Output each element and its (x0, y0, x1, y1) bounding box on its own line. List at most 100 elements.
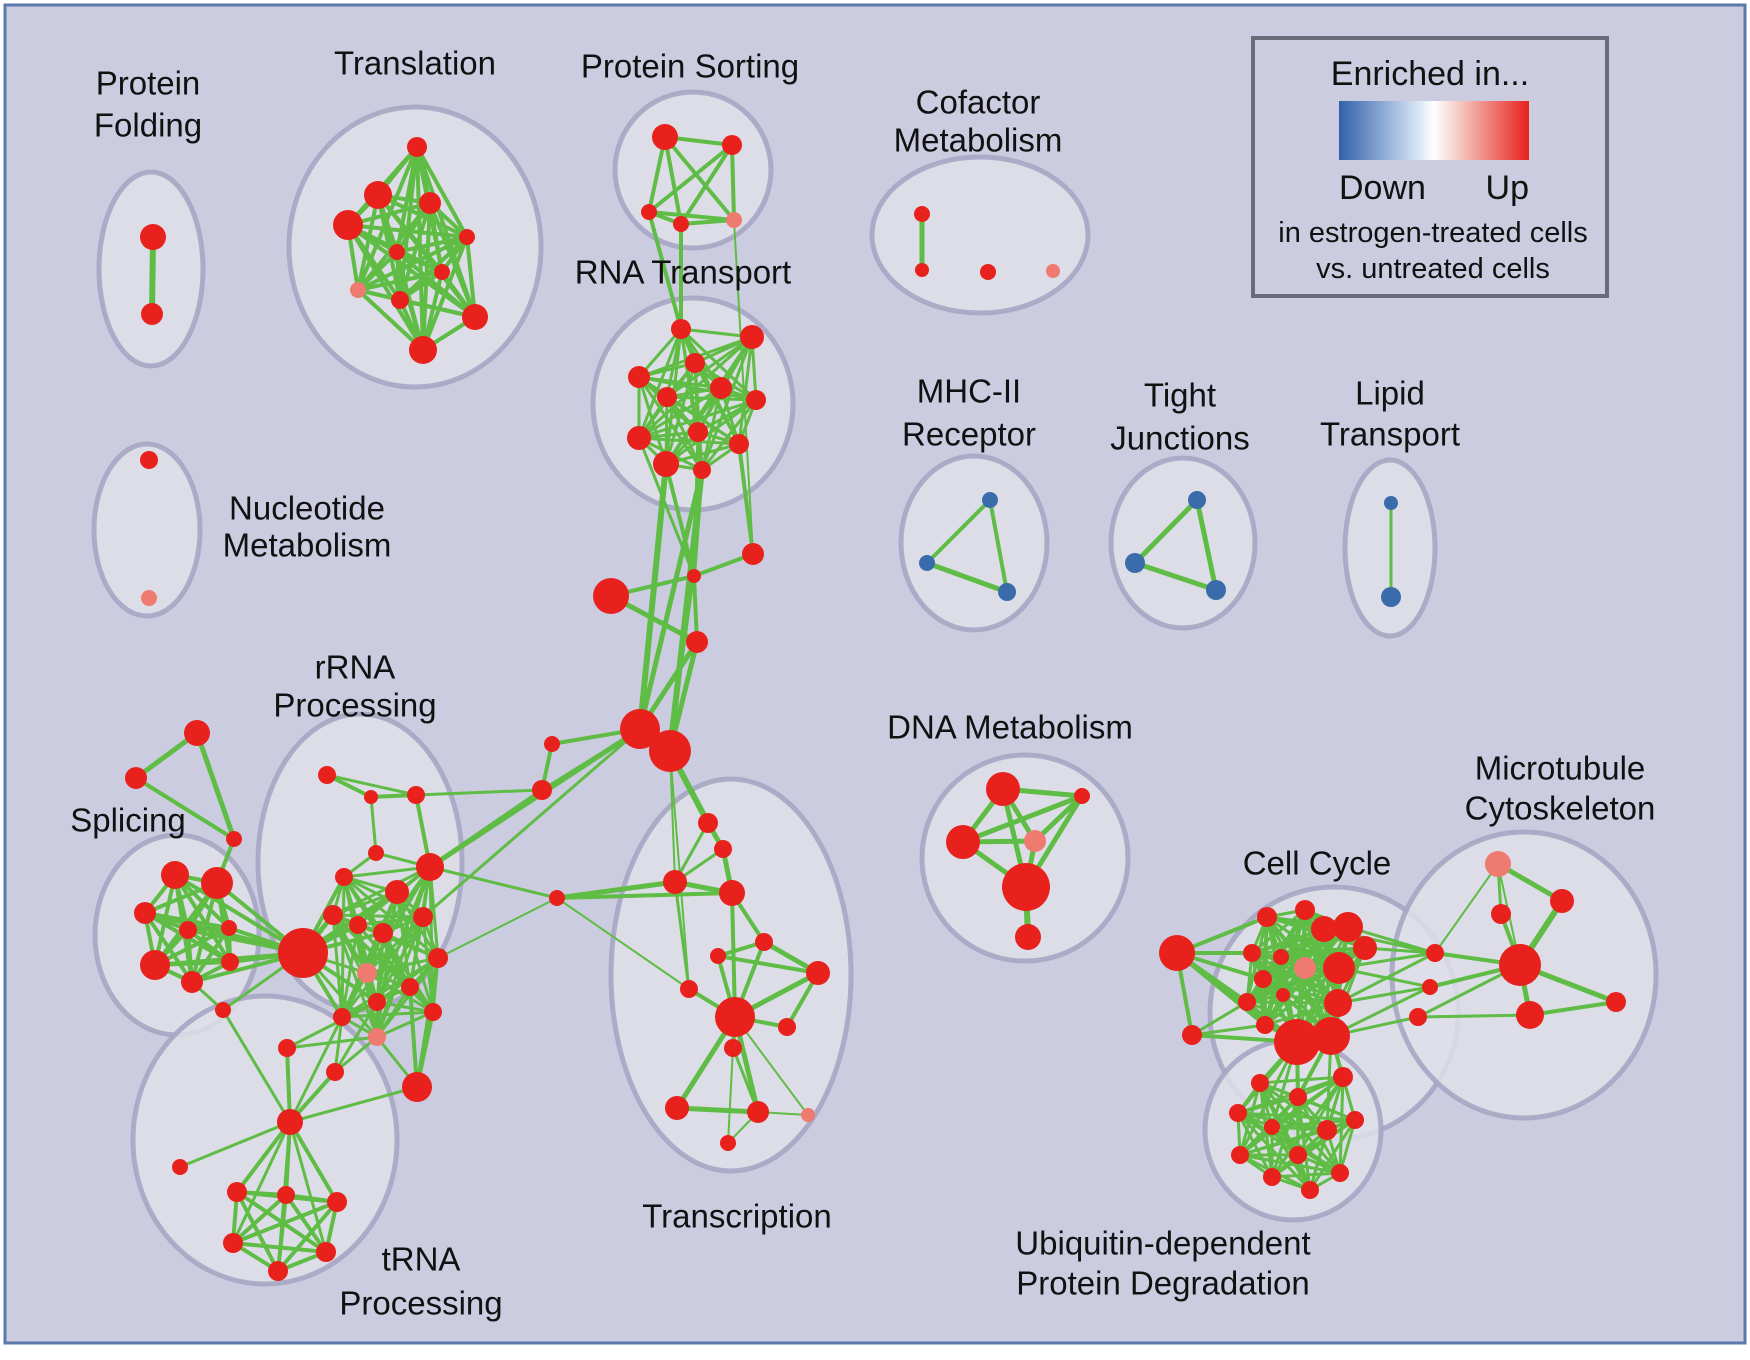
node-g16[interactable] (333, 1008, 351, 1026)
node-g5[interactable] (335, 868, 353, 886)
node-tj2[interactable] (1125, 553, 1145, 573)
node-ccG1[interactable] (1274, 1019, 1320, 1065)
node-cc4[interactable] (1295, 900, 1315, 920)
node-x6[interactable] (532, 780, 552, 800)
node-g9[interactable] (349, 916, 367, 934)
node-tn4[interactable] (223, 1233, 243, 1253)
node-tr2[interactable] (714, 840, 732, 858)
node-g1[interactable] (318, 766, 336, 784)
node-cc1[interactable] (1159, 935, 1195, 971)
node-g6[interactable] (416, 853, 444, 881)
node-g14[interactable] (368, 993, 386, 1011)
node-cc12[interactable] (1254, 970, 1272, 988)
node-cc14[interactable] (1238, 993, 1256, 1011)
node-tn3[interactable] (327, 1192, 347, 1212)
node-mt5[interactable] (1606, 992, 1626, 1012)
node-mt1[interactable] (1485, 851, 1511, 877)
node-x2[interactable] (687, 569, 701, 583)
node-u4[interactable] (1229, 1104, 1247, 1122)
node-x4[interactable] (686, 631, 708, 653)
node-hub2[interactable] (649, 730, 691, 772)
node-t10[interactable] (462, 304, 488, 330)
node-tn1[interactable] (227, 1182, 247, 1202)
node-s2[interactable] (722, 135, 742, 155)
node-d3[interactable] (946, 825, 980, 859)
node-u8[interactable] (1231, 1146, 1249, 1164)
node-cc13[interactable] (1276, 988, 1290, 1002)
node-g11[interactable] (413, 907, 433, 927)
node-tj1[interactable] (1188, 491, 1206, 509)
node-g2[interactable] (364, 790, 378, 804)
node-cc7[interactable] (1243, 944, 1261, 962)
node-cc16[interactable] (1324, 989, 1352, 1017)
node-t8[interactable] (350, 282, 366, 298)
node-u2[interactable] (1289, 1088, 1307, 1106)
node-mt2[interactable] (1550, 889, 1574, 913)
node-v2[interactable] (125, 767, 147, 789)
node-pf2[interactable] (141, 303, 163, 325)
node-t1[interactable] (407, 137, 427, 157)
node-tr5[interactable] (755, 933, 773, 951)
node-mt4[interactable] (1499, 944, 1541, 986)
node-u3[interactable] (1333, 1067, 1353, 1087)
node-x1[interactable] (742, 543, 764, 565)
node-s5[interactable] (726, 212, 742, 228)
node-t3[interactable] (419, 192, 441, 214)
node-g12[interactable] (428, 948, 448, 968)
node-d2[interactable] (1074, 788, 1090, 804)
node-r10[interactable] (729, 434, 749, 454)
node-u1[interactable] (1251, 1074, 1269, 1092)
node-g17[interactable] (368, 1028, 386, 1046)
node-sp7[interactable] (181, 971, 203, 993)
node-pf1[interactable] (140, 224, 166, 250)
node-lone[interactable] (172, 1159, 188, 1175)
node-g10[interactable] (373, 923, 393, 943)
node-u11[interactable] (1301, 1181, 1319, 1199)
node-d5[interactable] (1002, 863, 1050, 911)
node-r7[interactable] (746, 390, 766, 410)
node-sp9[interactable] (215, 1002, 231, 1018)
node-cf1[interactable] (914, 206, 930, 222)
node-cc8[interactable] (1273, 949, 1289, 965)
node-v1[interactable] (184, 720, 210, 746)
node-tn6[interactable] (268, 1261, 288, 1281)
node-tr10[interactable] (724, 1039, 742, 1057)
node-n1[interactable] (140, 451, 158, 469)
node-u12[interactable] (1331, 1164, 1349, 1182)
node-tr4[interactable] (719, 880, 745, 906)
node-tr8[interactable] (680, 980, 698, 998)
node-cc9[interactable] (1294, 957, 1316, 979)
node-ccG2[interactable] (1312, 1017, 1350, 1055)
node-tr6[interactable] (710, 948, 726, 964)
node-cc11[interactable] (1353, 936, 1377, 960)
node-g18[interactable] (326, 1063, 344, 1081)
node-r2[interactable] (740, 325, 764, 349)
node-t6[interactable] (389, 244, 405, 260)
node-sp3[interactable] (134, 902, 156, 924)
node-tj3[interactable] (1206, 580, 1226, 600)
node-m3[interactable] (998, 583, 1016, 601)
node-hub1[interactable] (620, 709, 660, 749)
node-tr13[interactable] (801, 1108, 815, 1122)
node-r8[interactable] (688, 422, 708, 442)
node-sp1[interactable] (161, 861, 189, 889)
node-cc15[interactable] (1256, 1016, 1274, 1034)
node-c1[interactable] (549, 890, 565, 906)
node-sp6[interactable] (140, 950, 170, 980)
node-tn2[interactable] (277, 1186, 295, 1204)
node-r12[interactable] (693, 461, 711, 479)
node-g21[interactable] (278, 1039, 296, 1057)
node-t4[interactable] (333, 210, 363, 240)
node-lt1[interactable] (1384, 496, 1398, 510)
node-t2[interactable] (364, 181, 392, 209)
node-tr7[interactable] (806, 961, 830, 985)
node-cc5[interactable] (1311, 916, 1337, 942)
node-r5[interactable] (710, 377, 732, 399)
node-sp5[interactable] (221, 920, 237, 936)
node-mt3[interactable] (1491, 904, 1511, 924)
node-s1[interactable] (652, 124, 678, 150)
node-mc1[interactable] (1426, 944, 1444, 962)
node-u7[interactable] (1346, 1111, 1364, 1129)
node-mt6[interactable] (1516, 1001, 1544, 1029)
node-cc3[interactable] (1257, 907, 1277, 927)
